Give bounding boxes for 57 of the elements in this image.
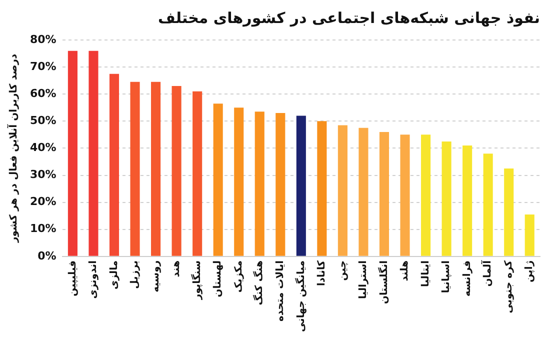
bar bbox=[358, 128, 368, 256]
x-tick-label: استرالیا bbox=[358, 260, 370, 299]
x-tick-label: هند bbox=[171, 260, 182, 278]
bar bbox=[213, 104, 223, 256]
x-tick-label: روسیه bbox=[150, 260, 162, 292]
y-tick-label: 40% bbox=[30, 141, 56, 154]
bar bbox=[172, 86, 182, 256]
bar bbox=[276, 113, 286, 256]
x-tick-label: ایالات متحده bbox=[274, 260, 286, 322]
bar bbox=[524, 214, 534, 256]
x-tick-label: کانادا bbox=[316, 260, 328, 286]
y-tick-label: 70% bbox=[30, 60, 56, 73]
bar bbox=[338, 125, 348, 256]
y-tick-label: 50% bbox=[30, 114, 56, 128]
bar bbox=[317, 121, 327, 256]
x-tick-label: آلمان bbox=[480, 260, 494, 287]
bar bbox=[192, 91, 202, 256]
bar bbox=[296, 116, 306, 256]
x-tick-label: اندونزی bbox=[88, 260, 100, 299]
y-axis-title: درصد کاربران آنلاین فعال در هر کشور bbox=[6, 54, 20, 244]
x-tick-label: چین bbox=[337, 260, 348, 281]
x-tick-label: فرانسه bbox=[462, 260, 473, 297]
x-tick-label: مالزی bbox=[108, 260, 120, 290]
x-tick-label: هلند bbox=[400, 260, 411, 282]
y-tick-label: 60% bbox=[30, 86, 56, 100]
x-tick-label: هنگ کنگ bbox=[252, 260, 266, 306]
bar bbox=[400, 134, 410, 256]
bar bbox=[254, 112, 264, 256]
x-tick-label: لهستان bbox=[212, 260, 224, 298]
x-tick-label: کره جنوبی bbox=[503, 260, 514, 314]
bar bbox=[504, 168, 514, 256]
bar bbox=[130, 82, 140, 256]
y-tick-label: 20% bbox=[30, 195, 56, 208]
x-tick-label: سنگاپور bbox=[190, 260, 203, 301]
x-tick-label: میانگین جهانی bbox=[294, 260, 307, 332]
bar bbox=[442, 141, 452, 256]
bar bbox=[483, 154, 493, 256]
x-tick-label: فیلیپین bbox=[67, 260, 78, 296]
bar bbox=[109, 74, 120, 256]
bar bbox=[88, 50, 98, 256]
y-tick-label: 30% bbox=[30, 168, 56, 182]
y-tick-label: 80% bbox=[30, 32, 56, 46]
x-tick-label: مکزیک bbox=[233, 260, 244, 293]
bar bbox=[421, 134, 431, 256]
x-tick-label: انگلستان bbox=[376, 260, 390, 304]
chart-title: نفوذ جهانی شبکه‌های اجتماعی در کشورهای مختلف bbox=[158, 8, 540, 27]
x-tick-label: برزیل bbox=[130, 260, 141, 289]
bar bbox=[234, 108, 244, 256]
x-tick-label: اسپانیا bbox=[441, 260, 452, 294]
x-tick-label: ایتالیا bbox=[420, 260, 432, 288]
y-tick-label: 0% bbox=[38, 249, 56, 262]
bar bbox=[68, 50, 78, 256]
bar bbox=[151, 82, 161, 256]
bar bbox=[379, 132, 390, 256]
x-tick-label: ژاپن bbox=[524, 260, 536, 282]
bar bbox=[462, 145, 472, 256]
y-tick-label: 10% bbox=[30, 222, 56, 236]
